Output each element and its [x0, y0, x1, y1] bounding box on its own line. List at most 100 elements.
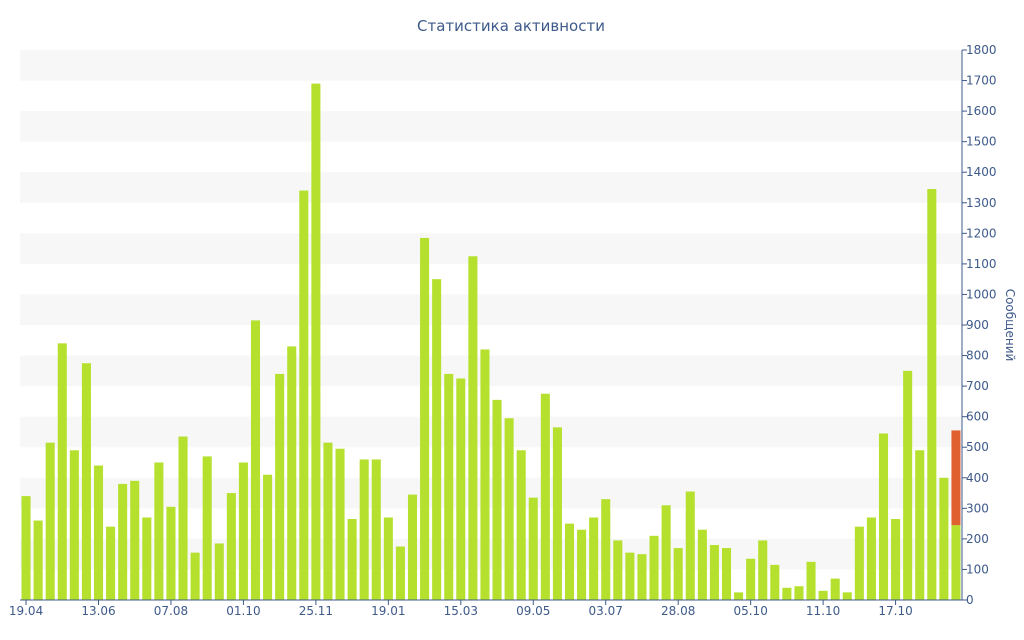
bar[interactable] — [287, 346, 297, 600]
bar[interactable] — [69, 450, 79, 600]
bar[interactable] — [407, 494, 418, 600]
bar[interactable] — [504, 418, 514, 600]
grid-bands — [20, 50, 962, 570]
grid-band — [20, 233, 962, 264]
bar[interactable] — [818, 590, 828, 600]
bar[interactable] — [456, 378, 466, 600]
bar[interactable] — [432, 279, 442, 600]
bar[interactable] — [661, 505, 671, 600]
bar[interactable] — [637, 554, 647, 600]
y-tick-label: 900 — [966, 318, 989, 332]
bar[interactable] — [685, 491, 695, 600]
bar[interactable] — [190, 552, 200, 600]
bar[interactable] — [214, 543, 224, 600]
y-tick-label: 100 — [966, 562, 989, 576]
bar[interactable] — [770, 564, 780, 600]
bar[interactable] — [395, 546, 405, 600]
bar[interactable] — [613, 540, 623, 600]
bar[interactable] — [250, 320, 261, 600]
bar[interactable] — [589, 517, 599, 601]
bar[interactable] — [540, 393, 550, 600]
bar-highlight[interactable] — [951, 430, 961, 526]
bar[interactable] — [166, 506, 176, 600]
bar[interactable] — [202, 456, 212, 600]
bar[interactable] — [299, 190, 309, 601]
bar[interactable] — [854, 526, 864, 600]
y-tick-label: 800 — [966, 349, 989, 363]
bar[interactable] — [178, 436, 188, 600]
bar[interactable] — [275, 373, 285, 600]
bar[interactable] — [927, 189, 937, 600]
y-tick-label: 1700 — [966, 74, 997, 88]
bar[interactable] — [130, 480, 140, 600]
x-ticks: 19.04 13.06 07.08 01.10 25.11 19.01 15.03 09.05… — [9, 600, 913, 618]
bar[interactable] — [601, 499, 611, 600]
y-tick-label: 200 — [966, 532, 989, 546]
bar[interactable] — [673, 548, 683, 600]
y-tick-label: 600 — [966, 410, 989, 424]
bar[interactable] — [311, 83, 321, 601]
bar[interactable] — [226, 493, 236, 600]
bar[interactable] — [480, 349, 490, 600]
bar[interactable] — [939, 477, 949, 600]
bar[interactable] — [420, 237, 430, 600]
bar[interactable] — [33, 520, 43, 600]
grid-band — [20, 294, 962, 325]
bar[interactable] — [93, 465, 104, 600]
bar[interactable] — [806, 561, 816, 600]
bar[interactable] — [21, 496, 31, 600]
bar[interactable] — [794, 586, 804, 600]
bar[interactable] — [106, 526, 116, 600]
bar[interactable] — [734, 592, 744, 600]
bar[interactable] — [842, 592, 852, 600]
bar[interactable] — [323, 442, 333, 600]
y-tick-label: 700 — [966, 379, 989, 393]
bar[interactable] — [371, 459, 381, 600]
bar[interactable] — [45, 442, 55, 600]
bar[interactable] — [335, 448, 345, 600]
bar[interactable] — [782, 587, 792, 600]
bar[interactable] — [238, 462, 248, 601]
bar[interactable] — [830, 578, 840, 600]
bar[interactable] — [577, 529, 587, 600]
x-tick-label: 17.10 — [878, 604, 912, 618]
bar[interactable] — [492, 399, 502, 600]
bar[interactable] — [516, 450, 526, 600]
x-tick-label: 11.10 — [806, 604, 840, 618]
bar[interactable] — [468, 256, 478, 600]
bar[interactable] — [758, 540, 768, 600]
bar[interactable] — [951, 525, 961, 600]
bar[interactable] — [444, 373, 454, 600]
bar[interactable] — [709, 545, 719, 600]
bar[interactable] — [649, 535, 659, 600]
bar[interactable] — [721, 548, 732, 600]
bar[interactable] — [564, 523, 575, 600]
bar[interactable] — [697, 529, 707, 600]
y-tick-label: 1100 — [966, 257, 997, 271]
grid-band — [20, 477, 962, 509]
bar[interactable] — [81, 363, 91, 600]
bar[interactable] — [118, 483, 128, 600]
x-tick-label: 05.10 — [733, 604, 767, 618]
bar[interactable] — [57, 343, 67, 600]
bar[interactable] — [878, 433, 889, 600]
x-tick-label: 01.10 — [226, 604, 260, 618]
bar[interactable] — [383, 517, 393, 601]
x-tick-label: 09.05 — [516, 604, 550, 618]
bar[interactable] — [552, 427, 562, 600]
bar[interactable] — [625, 552, 635, 600]
grid-band — [20, 416, 962, 448]
bar[interactable] — [528, 497, 538, 600]
bar[interactable] — [915, 450, 925, 600]
bar[interactable] — [903, 370, 913, 600]
bar[interactable] — [142, 517, 152, 601]
bar[interactable] — [263, 474, 273, 600]
bar[interactable] — [154, 462, 164, 601]
bar[interactable] — [347, 519, 357, 600]
bar[interactable] — [746, 558, 756, 600]
bar[interactable] — [891, 519, 901, 600]
bar[interactable] — [866, 517, 876, 601]
y-tick-label: 500 — [966, 440, 989, 454]
bar[interactable] — [359, 459, 369, 600]
